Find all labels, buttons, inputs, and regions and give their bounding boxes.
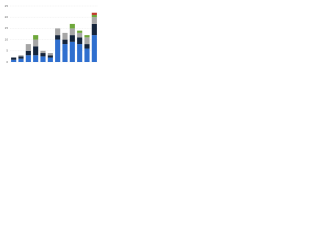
bar-segment xyxy=(40,53,46,57)
bar-segment xyxy=(84,37,90,45)
bar-segment xyxy=(62,44,68,62)
bar-segment xyxy=(69,35,75,42)
bar-segment xyxy=(91,23,97,36)
bar-segment xyxy=(62,32,68,40)
bar-segment xyxy=(91,35,97,62)
chart: 0 5 10 15 20 25 xyxy=(5,4,98,64)
bar-segment xyxy=(62,39,68,45)
bar-segment xyxy=(11,57,17,60)
bar-segment xyxy=(40,50,46,54)
bar-segment xyxy=(25,50,31,56)
y-tick-label: 10 xyxy=(5,37,9,41)
bar-segment xyxy=(77,32,83,38)
bar-segment xyxy=(77,44,83,62)
bar-segment xyxy=(47,53,53,56)
bar-segment xyxy=(84,44,90,49)
y-tick-label: 0 xyxy=(6,60,8,64)
bar-segment xyxy=(33,39,39,47)
bar-segment xyxy=(47,57,53,62)
bar-segment xyxy=(91,12,97,15)
bar-segment xyxy=(18,58,24,62)
bar-segment xyxy=(55,39,61,62)
bar-segment xyxy=(55,28,61,36)
bar-segment xyxy=(77,30,83,33)
bar-segment xyxy=(33,35,39,40)
bar-segment xyxy=(69,41,75,62)
y-tick-label: 20 xyxy=(5,15,9,19)
bar-segment xyxy=(91,17,97,24)
bar-segment xyxy=(77,37,83,45)
bar-segment xyxy=(25,55,31,62)
bar-segment xyxy=(47,55,53,58)
bar-segment xyxy=(18,55,24,57)
bar-segment xyxy=(11,59,17,62)
bar-segment xyxy=(84,35,90,38)
bar-segment xyxy=(91,14,97,18)
bar-segment xyxy=(69,28,75,36)
bar-segment xyxy=(84,48,90,62)
bar-segment xyxy=(69,23,75,29)
y-tick-label: 15 xyxy=(5,26,9,30)
bar-segment xyxy=(40,56,46,62)
bar-segment xyxy=(25,44,31,51)
bar-segment xyxy=(18,56,24,59)
y-tick-label: 25 xyxy=(5,4,9,8)
bar-segment xyxy=(33,55,39,62)
bar-segment xyxy=(55,35,61,40)
y-tick-label: 5 xyxy=(6,49,8,53)
bar-segment xyxy=(33,46,39,56)
